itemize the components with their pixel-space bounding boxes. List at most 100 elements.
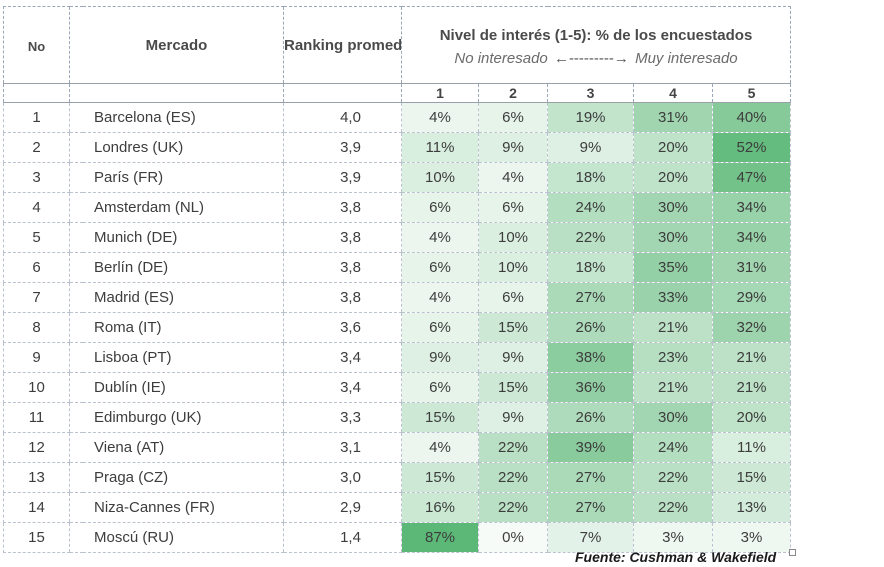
level-3-percent: 18% <box>547 162 634 193</box>
level-2-header: 2 <box>478 83 548 103</box>
level-4-percent: 22% <box>633 492 713 523</box>
level-4-percent: 3% <box>633 522 713 553</box>
level-5-percent: 21% <box>711 342 792 373</box>
no-header: No <box>3 6 70 84</box>
table-row: 5 Munich (DE) 3,8 4% 10% 22% 30% 34% <box>3 222 792 253</box>
level-2-percent: 9% <box>478 132 548 163</box>
row-number: 11 <box>3 402 70 433</box>
table-body: 1 2 3 4 5 1 Barcelona (ES) 4,0 4% 6% 19% 31% 40… <box>3 83 792 553</box>
market-name: Barcelona (ES) <box>69 102 284 133</box>
interest-scale: No interesado ←---------→ Muy interesado <box>403 50 790 67</box>
table-row: 15 Moscú (RU) 1,4 87% 0% 7% 3% 3% <box>3 522 792 553</box>
level-5-percent: 52% <box>711 132 792 163</box>
row-number: 5 <box>3 222 70 253</box>
market-name: Roma (IT) <box>69 312 284 343</box>
level-4-header: 4 <box>633 83 713 103</box>
level-1-percent: 4% <box>401 222 479 253</box>
level-3-percent: 26% <box>547 402 634 433</box>
ranking-value: 3,4 <box>283 342 402 373</box>
row-number: 6 <box>3 252 70 283</box>
level-5-percent: 31% <box>711 252 792 283</box>
level-5-percent: 47% <box>711 162 792 193</box>
row-number: 1 <box>3 102 70 133</box>
market-name: Madrid (ES) <box>69 282 284 313</box>
scale-low-label: No interesado <box>454 50 548 67</box>
ranking-value: 3,1 <box>283 432 402 463</box>
scale-high-label: Muy interesado <box>635 50 738 67</box>
market-name: Edimburgo (UK) <box>69 402 284 433</box>
level-5-percent: 40% <box>711 102 792 133</box>
market-name: Dublín (IE) <box>69 372 284 403</box>
level-2-percent: 10% <box>478 252 548 283</box>
level-1-percent: 9% <box>401 342 479 373</box>
level-3-percent: 38% <box>547 342 634 373</box>
row-number: 8 <box>3 312 70 343</box>
level-2-percent: 6% <box>478 282 548 313</box>
level-header-row: 1 2 3 4 5 <box>3 83 792 103</box>
level-5-percent: 11% <box>711 432 792 463</box>
level-1-percent: 6% <box>401 312 479 343</box>
scale-arrow: ←---------→ <box>553 50 629 67</box>
market-name: Lisboa (PT) <box>69 342 284 373</box>
level-5-percent: 34% <box>711 222 792 253</box>
level-1-percent: 4% <box>401 432 479 463</box>
level-3-percent: 39% <box>547 432 634 463</box>
market-header: Mercado <box>69 6 284 84</box>
level-4-percent: 24% <box>633 432 713 463</box>
level-1-percent: 6% <box>401 252 479 283</box>
level-1-percent: 4% <box>401 282 479 313</box>
table-row: 7 Madrid (ES) 3,8 4% 6% 27% 33% 29% <box>3 282 792 313</box>
market-name: Amsterdam (NL) <box>69 192 284 223</box>
table-row: 2 Londres (UK) 3,9 11% 9% 9% 20% 52% <box>3 132 792 163</box>
level-3-percent: 19% <box>547 102 634 133</box>
level-3-percent: 36% <box>547 372 634 403</box>
level-4-percent: 30% <box>633 192 713 223</box>
level-3-percent: 26% <box>547 312 634 343</box>
level-5-percent: 34% <box>711 192 792 223</box>
level-1-percent: 15% <box>401 402 479 433</box>
resize-handle <box>789 549 796 556</box>
level-2-percent: 22% <box>478 492 548 523</box>
table-row: 13 Praga (CZ) 3,0 15% 22% 27% 22% 15% <box>3 462 792 493</box>
level-5-percent: 20% <box>711 402 792 433</box>
level-3-percent: 18% <box>547 252 634 283</box>
level-5-percent: 21% <box>711 372 792 403</box>
market-name: Berlín (DE) <box>69 252 284 283</box>
row-number: 15 <box>3 522 70 553</box>
level-2-percent: 9% <box>478 342 548 373</box>
level-2-percent: 10% <box>478 222 548 253</box>
ranking-value: 4,0 <box>283 102 402 133</box>
level-4-percent: 30% <box>633 222 713 253</box>
table-row: 1 Barcelona (ES) 4,0 4% 6% 19% 31% 40% <box>3 102 792 133</box>
ranking-header: Ranking promedio <box>283 6 402 84</box>
level-2-percent: 22% <box>478 462 548 493</box>
level-1-percent: 11% <box>401 132 479 163</box>
row-number: 10 <box>3 372 70 403</box>
row-number: 4 <box>3 192 70 223</box>
level-blank-market <box>69 83 284 103</box>
market-name: Niza-Cannes (FR) <box>69 492 284 523</box>
level-1-percent: 15% <box>401 462 479 493</box>
level-1-percent: 4% <box>401 102 479 133</box>
interest-title: Nivel de interés (1-5): % de los encuest… <box>439 27 753 44</box>
ranking-value: 3,3 <box>283 402 402 433</box>
level-5-header: 5 <box>711 83 792 103</box>
market-name: Praga (CZ) <box>69 462 284 493</box>
level-3-percent: 7% <box>547 522 634 553</box>
level-1-percent: 16% <box>401 492 479 523</box>
level-1-header: 1 <box>401 83 479 103</box>
level-3-header: 3 <box>547 83 634 103</box>
ranking-value: 3,8 <box>283 192 402 223</box>
ranking-value: 3,8 <box>283 222 402 253</box>
level-4-percent: 23% <box>633 342 713 373</box>
row-number: 13 <box>3 462 70 493</box>
level-2-percent: 6% <box>478 102 548 133</box>
level-3-percent: 24% <box>547 192 634 223</box>
level-4-percent: 35% <box>633 252 713 283</box>
table-row: 6 Berlín (DE) 3,8 6% 10% 18% 35% 31% <box>3 252 792 283</box>
market-name: París (FR) <box>69 162 284 193</box>
level-4-percent: 20% <box>633 162 713 193</box>
table-row: 10 Dublín (IE) 3,4 6% 15% 36% 21% 21% <box>3 372 792 403</box>
level-5-percent: 29% <box>711 282 792 313</box>
level-2-percent: 15% <box>478 312 548 343</box>
